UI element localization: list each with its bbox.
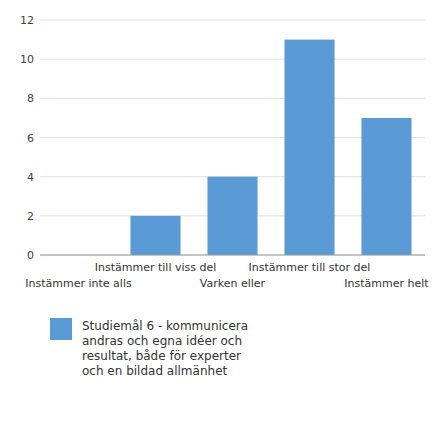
y-tick-label: 12: [20, 14, 34, 27]
x-tick-label: Instämmer till stor del: [249, 261, 371, 274]
grid-line: [40, 255, 425, 256]
legend: Studiemål 6 - kommuniceraandras och egna…: [50, 318, 248, 378]
x-tick-label: Instämmer helt: [344, 277, 429, 290]
bar: [284, 40, 334, 255]
chart: 0 2 4 6 8 10 12 Instämmer inte alls Instämmer ti…: [0, 0, 441, 441]
bar: [130, 216, 180, 255]
chart-container: 0 2 4 6 8 10 12 Instämmer inte alls Instämmer ti…: [0, 0, 441, 441]
x-tick-label: Instämmer till viss del: [95, 261, 217, 274]
bar: [361, 118, 411, 255]
x-tick-label: Instämmer inte alls: [25, 277, 132, 290]
x-tick-label: Varken eller: [200, 277, 266, 290]
y-tick-label: 0: [27, 249, 34, 262]
x-axis: Instämmer inte alls Instämmer till viss d…: [25, 261, 429, 290]
bars: [130, 40, 411, 255]
grid-line: [40, 98, 425, 99]
grid-line: [40, 59, 425, 60]
y-axis: 0 2 4 6 8 10 12: [20, 14, 425, 262]
grid-line: [40, 20, 425, 21]
legend-label: Studiemål 6 - kommuniceraandras och egna…: [82, 319, 248, 378]
y-tick-label: 10: [20, 53, 34, 66]
bar: [207, 177, 257, 255]
y-tick-label: 6: [27, 132, 34, 145]
y-tick-label: 8: [27, 92, 34, 105]
legend-swatch: [50, 318, 72, 340]
y-tick-label: 2: [27, 210, 34, 223]
x-axis-line: [40, 255, 425, 256]
y-tick-label: 4: [27, 171, 34, 184]
